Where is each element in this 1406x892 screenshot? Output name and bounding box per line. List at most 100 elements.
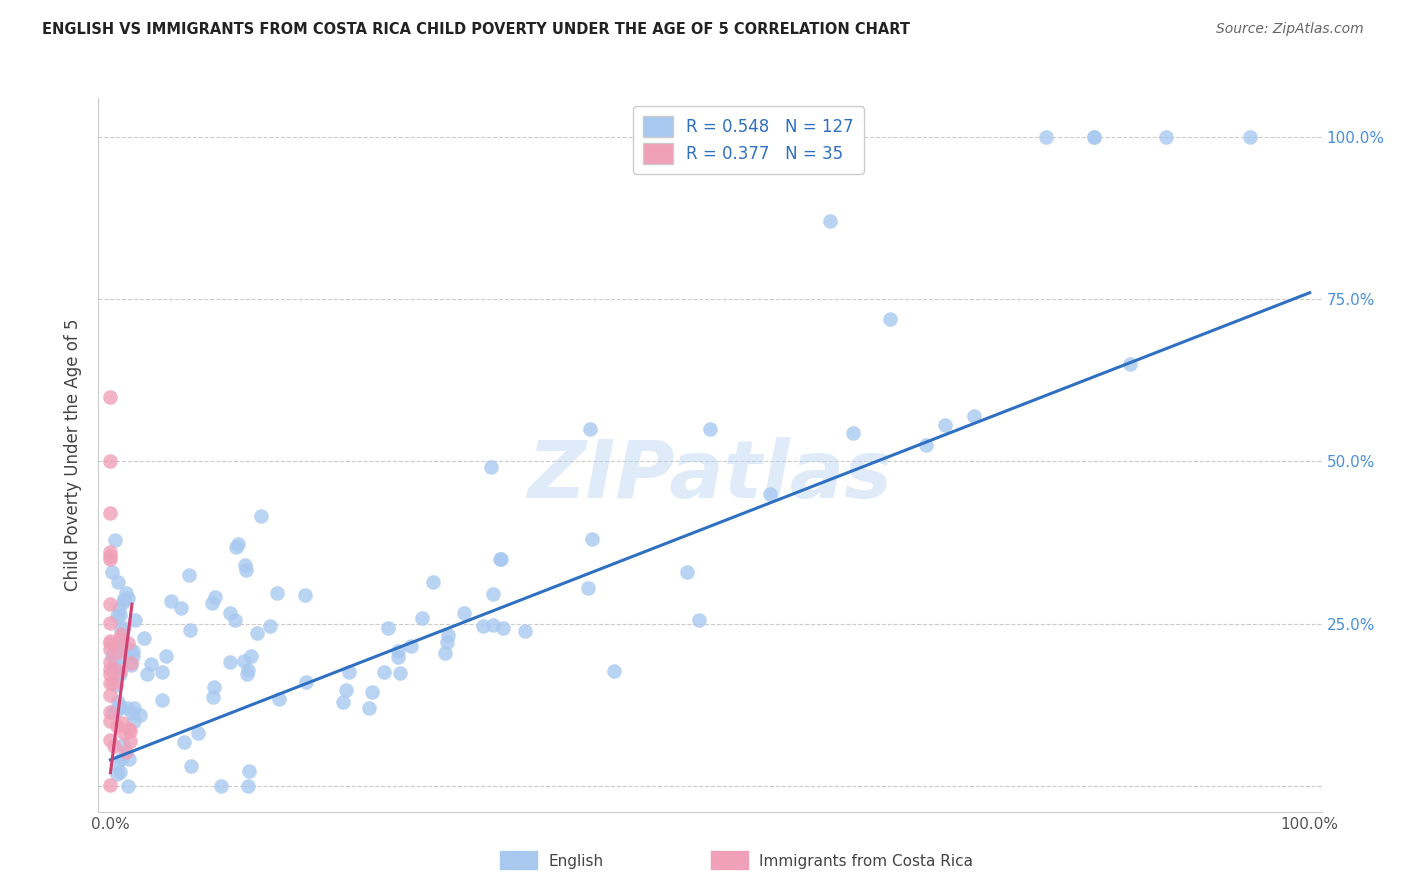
Point [579,422,602,436]
Point [111,595,134,609]
Point [250,508,273,523]
Point [114,586,136,600]
Point [107,575,129,590]
Point [1154,130,1177,145]
Point [492,621,515,635]
Point [187,726,209,740]
Point [963,409,986,423]
Point [100,551,122,566]
Point [100,778,122,792]
Point [337,665,360,679]
Point [361,685,384,699]
Point [110,626,132,640]
Point [1035,130,1057,145]
Point [179,624,201,638]
Point [107,695,129,709]
Point [120,657,142,672]
Point [100,688,122,702]
Point [389,666,412,681]
Point [232,654,254,668]
Point [219,607,242,621]
Point [108,601,131,615]
Point [235,667,257,681]
Point [688,614,710,628]
Point [108,667,131,681]
Point [108,699,131,714]
Point [100,565,122,579]
Point [1083,130,1105,145]
Point [150,665,173,679]
Point [180,759,202,773]
Point [100,656,122,670]
Point [111,738,134,752]
Point [135,667,157,681]
Point [266,585,288,599]
Point [934,417,956,432]
Point [111,628,134,642]
Point [818,214,841,228]
Point [105,703,128,717]
Point [110,640,132,654]
Point [387,650,409,665]
Point [110,636,132,650]
Point [915,438,938,452]
Point [100,506,122,520]
Point [103,655,125,669]
Point [239,649,262,664]
Point [202,690,225,705]
Point [120,734,142,748]
Point [150,693,173,707]
Point [108,664,131,678]
Point [295,674,318,689]
Point [105,719,128,733]
Point [101,705,124,719]
Point [118,722,141,736]
Point [100,675,122,690]
Point [122,643,145,657]
Point [202,680,225,694]
Point [100,667,122,681]
Point [294,588,316,602]
Point [100,549,122,563]
Point [100,597,122,611]
Point [879,311,901,326]
Point [399,639,422,653]
Point [108,645,131,659]
Text: Immigrants from Costa Rica: Immigrants from Costa Rica [759,855,973,869]
Point [103,660,125,674]
Point [103,676,125,690]
Point [335,682,357,697]
Point [267,692,290,706]
Point [479,460,502,475]
Point [225,540,247,554]
Point [581,533,603,547]
Point [108,698,131,713]
Point [515,624,537,639]
Point [122,700,145,714]
Point [1083,130,1105,145]
Point [422,575,444,590]
Point [246,625,269,640]
Point [100,390,122,404]
Point [101,649,124,664]
Point [111,715,134,730]
Point [436,635,458,649]
Point [100,714,122,728]
Point [100,733,122,747]
Point [104,660,127,674]
Point [204,590,226,604]
Point [100,662,122,676]
Point [676,565,699,579]
Point [112,592,135,607]
Point [104,533,127,548]
Point [121,706,143,720]
Point [472,619,495,633]
Point [100,545,122,559]
Point [160,594,183,608]
Y-axis label: Child Poverty Under the Age of 5: Child Poverty Under the Age of 5 [65,318,83,591]
Text: ENGLISH VS IMMIGRANTS FROM COSTA RICA CHILD POVERTY UNDER THE AGE OF 5 CORRELATI: ENGLISH VS IMMIGRANTS FROM COSTA RICA CH… [42,22,910,37]
Point [236,663,259,677]
Point [105,678,128,692]
Point [173,734,195,748]
Point [114,650,136,665]
